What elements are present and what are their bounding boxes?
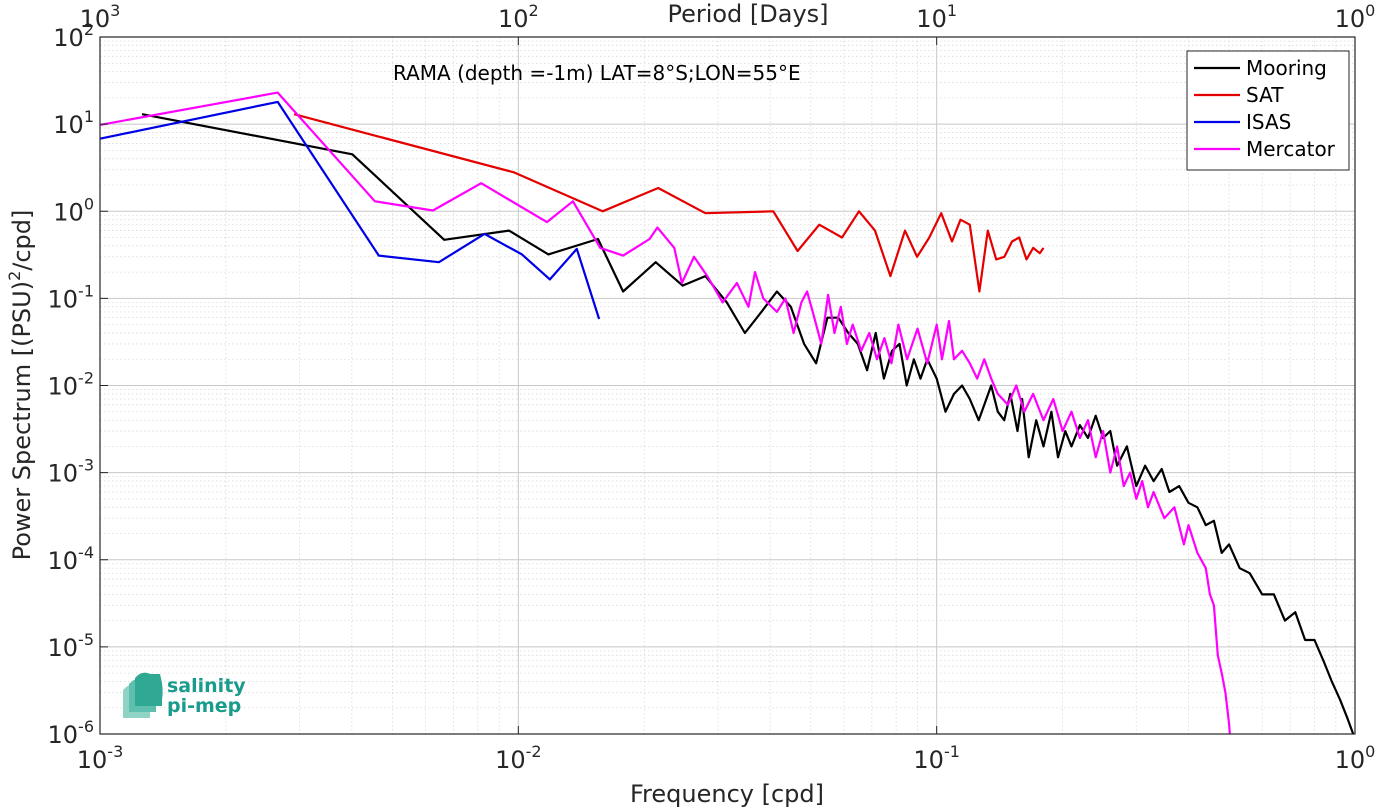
- y-tick-label: 10-2: [48, 369, 95, 401]
- series-lines: [99, 91, 1355, 735]
- top-tick-label: 100: [1335, 1, 1376, 33]
- y-tick-label: 100: [53, 194, 94, 226]
- top-tick-label: 103: [80, 1, 121, 33]
- x-tick-label: 10-3: [77, 742, 124, 774]
- logo-text-line1: salinity: [167, 675, 246, 697]
- legend-label-sat: SAT: [1246, 83, 1284, 107]
- series-line-mooring: [141, 113, 1355, 735]
- legend-label-mooring: Mooring: [1246, 56, 1327, 80]
- y-tick-label: 10-6: [48, 717, 95, 749]
- y-tick-label: 10-1: [48, 281, 95, 313]
- top-axis-title: Period [Days]: [667, 0, 828, 28]
- grid: [99, 36, 1356, 735]
- y-tick-label: 101: [53, 107, 94, 139]
- y-tick-label: 10-4: [48, 543, 95, 575]
- y-tick-label: 10-5: [48, 630, 95, 662]
- top-tick-label: 102: [498, 1, 539, 33]
- chart-annotation: RAMA (depth =-1m) LAT=8°S;LON=55°E: [393, 61, 801, 85]
- series-line-isas: [99, 100, 601, 320]
- x-tick-label: 10-1: [913, 742, 960, 774]
- legend-box: [1186, 50, 1350, 171]
- legend-label-mercator: Mercator: [1246, 137, 1336, 161]
- series-line-mercator: [99, 91, 1231, 735]
- top-tick-label: 101: [916, 1, 957, 33]
- legend: Mooring SAT ISAS Mercator: [1186, 50, 1350, 171]
- salinity-logo-icon: [123, 672, 163, 718]
- y-tick-label: 10-3: [48, 456, 95, 488]
- legend-label-isas: ISAS: [1246, 110, 1291, 134]
- y-axis-title: Power Spectrum [(PSU)2/cpd]: [5, 210, 36, 561]
- series-line-sat: [293, 113, 1045, 293]
- x-tick-label: 100: [1335, 742, 1376, 774]
- x-tick-label: 10-2: [495, 742, 542, 774]
- salinity-pi-mep-logo: salinity pi-mep: [123, 672, 246, 718]
- logo-text-line2: pi-mep: [167, 695, 241, 717]
- y-tick-label: 102: [53, 20, 94, 52]
- x-axis-title: Frequency [cpd]: [630, 780, 824, 808]
